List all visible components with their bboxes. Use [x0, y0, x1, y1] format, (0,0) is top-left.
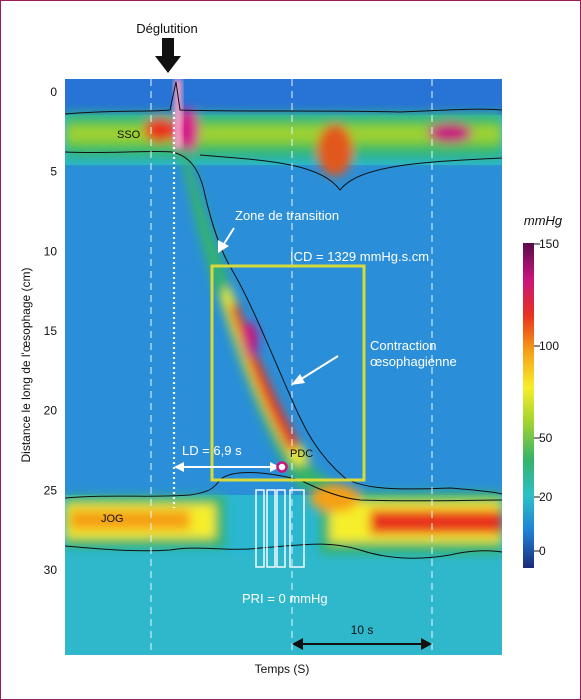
irp-box [255, 489, 265, 568]
colorbar-tick-label: 100 [539, 339, 559, 353]
scale-bar-label: 10 s [351, 623, 374, 637]
latency-arrow [174, 462, 280, 472]
lss-band [65, 484, 502, 554]
colorbar [523, 243, 534, 568]
cdp-marker [276, 461, 288, 473]
irp-box [276, 489, 286, 568]
y-tick-label: 20 [44, 404, 58, 418]
y-axis-ticks: 0 5 10 15 20 25 30 [44, 85, 58, 577]
transition-zone-label: Zone de transition [235, 208, 339, 223]
contraction-label: Contraction œsophagienne [370, 338, 457, 369]
colorbar-tick-label: 0 [539, 544, 546, 558]
uss-label: SSO [117, 129, 141, 141]
colorbar-label: mmHg [524, 213, 563, 228]
time-gridlines [150, 79, 433, 655]
heatmap [65, 79, 502, 655]
uss-band [65, 108, 502, 176]
swallow-arrow [155, 38, 181, 73]
dci-label: ICD = 1329 mmHg.s.cm [290, 249, 429, 264]
contraction-arrow [291, 355, 339, 385]
contraction-band [180, 150, 340, 490]
x-axis-label: Temps (S) [255, 662, 310, 676]
y-tick-label: 30 [44, 563, 58, 577]
dci-box [210, 264, 366, 482]
irp-boxes [255, 489, 305, 568]
latency-label: LD = 6,9 s [182, 443, 242, 458]
irp-label: PRI = 0 mmHg [242, 591, 328, 606]
irp-box [289, 489, 305, 568]
heatmap-lower-band [65, 555, 502, 655]
lss-label: JOG [101, 513, 124, 525]
irp-box [266, 489, 276, 568]
transition-zone-arrow [218, 227, 235, 253]
y-tick-label: 25 [44, 483, 58, 497]
isobar-contours [65, 81, 502, 559]
heatmap-upper-band [65, 79, 502, 115]
swallow-spike [174, 79, 182, 149]
cdp-label: PDC [290, 448, 313, 460]
y-axis-label: Distance le long de l'œsophage (cm) [19, 267, 33, 462]
colorbar-tick-label: 20 [539, 490, 553, 504]
y-tick-label: 5 [50, 165, 57, 179]
colorbar-tick-label: 150 [539, 237, 559, 251]
time-scale-bar [292, 638, 432, 650]
colorbar-tick-label: 50 [539, 431, 553, 445]
swallow-label: Déglutition [136, 21, 197, 36]
y-tick-label: 0 [50, 85, 57, 99]
y-tick-label: 10 [44, 244, 58, 258]
y-tick-label: 15 [44, 324, 58, 338]
colorbar-ticks: 0 20 50 100 150 [534, 237, 559, 558]
